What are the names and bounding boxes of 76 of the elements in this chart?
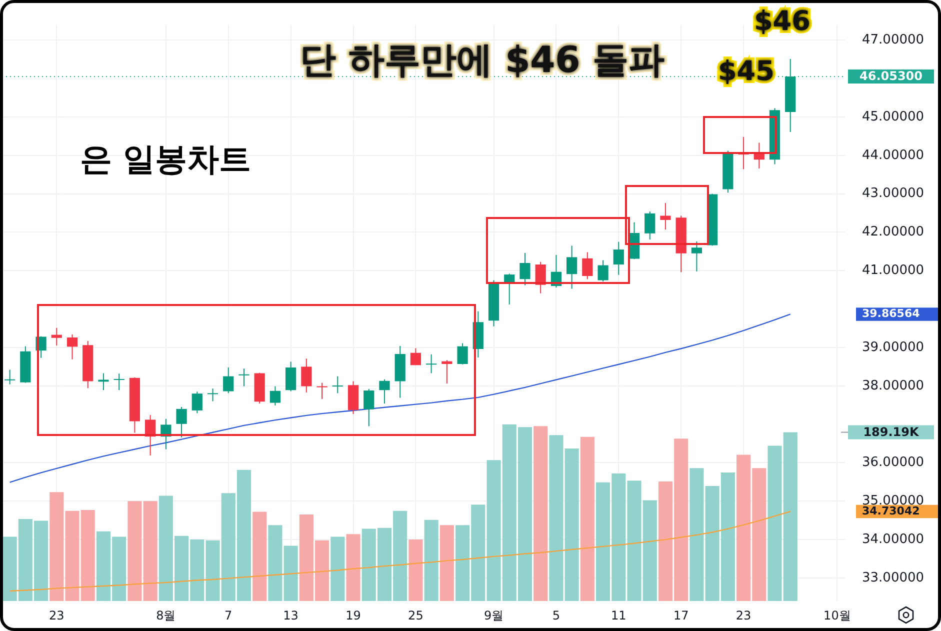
x-tick-label: 13 bbox=[283, 608, 298, 622]
x-tick-label: 5 bbox=[552, 608, 560, 622]
candlestick bbox=[4, 369, 16, 385]
candlestick bbox=[66, 334, 78, 360]
candlestick bbox=[270, 386, 280, 406]
bar bbox=[440, 525, 454, 601]
x-tick-label: 9월 bbox=[484, 608, 504, 622]
y-tick-label: 39.00000 bbox=[862, 340, 924, 355]
bar bbox=[580, 436, 594, 601]
candlestick bbox=[332, 376, 343, 394]
x-tick-label: 25 bbox=[408, 608, 424, 622]
candlestick bbox=[98, 372, 109, 391]
candlestick bbox=[660, 202, 671, 230]
bar bbox=[424, 520, 438, 601]
bar bbox=[549, 435, 564, 601]
candlestick bbox=[613, 241, 624, 276]
bar bbox=[346, 534, 360, 601]
annotation: $45 bbox=[718, 56, 774, 87]
candlestick bbox=[223, 366, 234, 394]
candlestick bbox=[644, 210, 656, 240]
bar bbox=[408, 539, 423, 601]
y-tick-label: 44.00000 bbox=[862, 148, 924, 163]
x-tick-label: 7 bbox=[224, 608, 232, 622]
candlestick bbox=[316, 382, 328, 400]
y-tick-label: 43.00000 bbox=[862, 186, 924, 202]
bar bbox=[268, 525, 282, 601]
candlestick bbox=[207, 388, 218, 402]
candlestick bbox=[379, 378, 390, 404]
y-tick-label: 42.00000 bbox=[862, 224, 924, 240]
y-tick-label: 41.00000 bbox=[862, 263, 924, 278]
candlestick bbox=[364, 388, 374, 427]
y-tick-label: 34.73042 bbox=[862, 504, 920, 518]
bar bbox=[534, 426, 548, 601]
y-tick-label: 45.00000 bbox=[862, 109, 924, 124]
y-tick-label: 33.00000 bbox=[862, 570, 924, 586]
chart-title: 단 하루만에 $46 돌파 bbox=[300, 39, 665, 83]
y-tick-label: 38.00000 bbox=[862, 378, 924, 394]
bar bbox=[252, 512, 267, 601]
bar bbox=[330, 536, 345, 601]
candlestick bbox=[442, 360, 452, 384]
bar bbox=[143, 501, 158, 601]
candlestick bbox=[410, 348, 421, 366]
x-tick-label: 19 bbox=[346, 608, 361, 622]
y-tick-label: 39.86564 bbox=[862, 307, 920, 320]
candlestick bbox=[192, 391, 202, 414]
x-tick-label: 8월 bbox=[156, 608, 176, 622]
ref-line-label: 46.05300 bbox=[859, 69, 923, 84]
candlestick bbox=[457, 342, 468, 365]
x-tick-label: 23 bbox=[49, 608, 64, 622]
candlestick bbox=[535, 261, 546, 294]
candlestick bbox=[691, 240, 702, 272]
annotation: $46 bbox=[754, 6, 810, 37]
candlestick bbox=[51, 327, 62, 346]
x-tick-label: 23 bbox=[736, 608, 752, 622]
y-tick-label: 47.00000 bbox=[862, 32, 924, 48]
y-tick-label: 36.00000 bbox=[862, 455, 924, 470]
bar bbox=[128, 501, 142, 601]
x-tick-label: 11 bbox=[611, 608, 626, 622]
candlestick bbox=[301, 358, 312, 393]
candlestick bbox=[176, 406, 187, 438]
candlestick bbox=[238, 368, 250, 387]
candlestick bbox=[582, 252, 593, 280]
text: 은 일봉차트 bbox=[80, 139, 252, 180]
bar bbox=[564, 448, 579, 601]
candlestick bbox=[286, 361, 296, 392]
candlestick bbox=[520, 252, 530, 286]
y-tick-label: 34.00000 bbox=[862, 532, 924, 547]
bar bbox=[690, 468, 704, 601]
candlestick bbox=[598, 260, 608, 282]
candlestick bbox=[566, 245, 578, 290]
candlestick bbox=[114, 373, 124, 391]
x-tick-label: 17 bbox=[673, 608, 689, 622]
bar bbox=[284, 546, 298, 601]
x-tick-label: 10월 bbox=[824, 608, 851, 622]
candlestick bbox=[426, 354, 437, 374]
y2-tick-label: 189.19K bbox=[863, 424, 920, 439]
